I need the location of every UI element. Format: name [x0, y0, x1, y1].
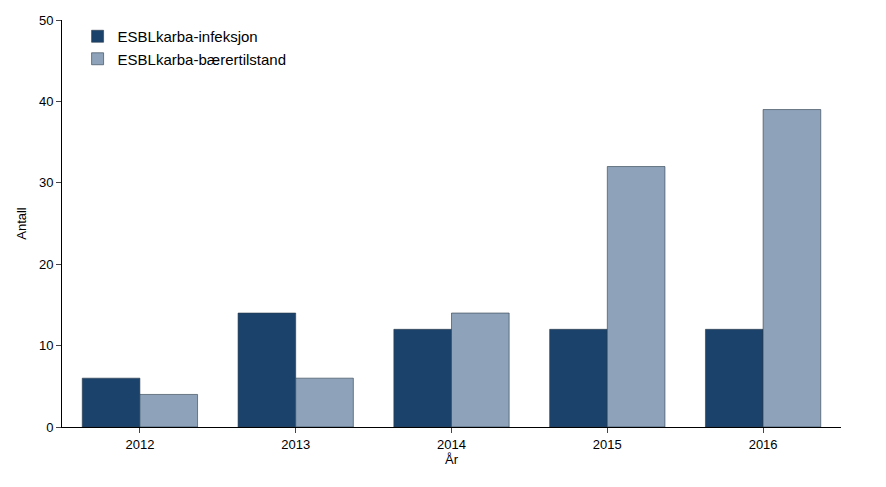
svg-text:Antall: Antall	[14, 207, 29, 240]
svg-text:2012: 2012	[125, 437, 154, 452]
svg-text:2015: 2015	[593, 437, 622, 452]
svg-text:10: 10	[39, 338, 53, 353]
svg-text:År: År	[445, 452, 459, 467]
svg-text:2016: 2016	[749, 437, 778, 452]
svg-text:50: 50	[39, 13, 53, 28]
svg-text:2014: 2014	[437, 437, 466, 452]
svg-text:30: 30	[39, 175, 53, 190]
svg-text:0: 0	[46, 420, 53, 435]
svg-text:40: 40	[39, 94, 53, 109]
svg-text:ESBLkarba-bærertilstand: ESBLkarba-bærertilstand	[118, 51, 286, 68]
svg-text:ESBLkarba-infeksjon: ESBLkarba-infeksjon	[118, 28, 258, 45]
svg-text:2013: 2013	[281, 437, 310, 452]
svg-text:20: 20	[39, 257, 53, 272]
